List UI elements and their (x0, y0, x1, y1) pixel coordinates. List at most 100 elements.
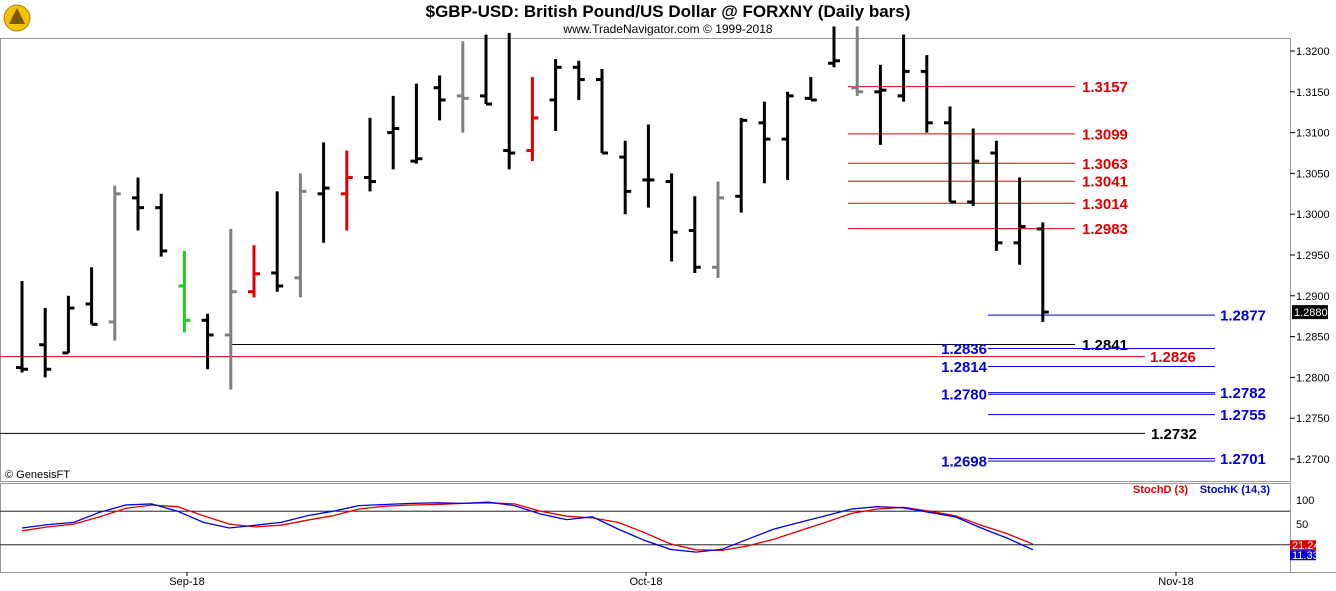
level-label: 1.2755 (1220, 407, 1266, 424)
level-label: 1.3014 (1082, 196, 1129, 213)
level-label: 1.3063 (1082, 156, 1128, 173)
ohlc-bar (317, 142, 330, 243)
ohlc-bar (340, 150, 353, 231)
price-tick-label: 1.2900 (1296, 291, 1330, 303)
last-price-box (1292, 305, 1328, 320)
ohlc-bar (572, 60, 585, 100)
level-label: 1.2814 (941, 359, 988, 376)
ohlc-bar (1036, 222, 1049, 322)
ohlc-bar (248, 245, 260, 298)
level-label: 1.3099 (1082, 126, 1128, 143)
stoch-tick-label: 100 (1296, 495, 1314, 507)
ohlc-bar (990, 140, 1003, 251)
ohlc-bar (155, 193, 168, 257)
price-tick-label: 1.2750 (1296, 413, 1330, 425)
chart-title: $GBP-USD: British Pound/US Dollar @ FORX… (426, 2, 911, 21)
credit-label: © GenesisFT (5, 469, 70, 481)
price-tick-label: 1.2700 (1296, 454, 1330, 466)
ohlc-bar (897, 34, 910, 102)
logo-icon (3, 4, 31, 32)
stoch-d-line (21, 502, 1034, 552)
ohlc-bar (851, 26, 864, 96)
ohlc-bar (549, 59, 562, 131)
date-axis: Sep-18 Oct-18 Nov-18 (169, 572, 1194, 588)
ohlc-bar (62, 295, 75, 355)
level-label: 1.3157 (1082, 79, 1128, 96)
ohlc-bar (920, 55, 933, 133)
last-price-label: 1.2880 (1294, 307, 1328, 319)
ohlc-bar (108, 185, 121, 341)
ohlc-bar (294, 173, 307, 298)
ohlc-bar (39, 308, 52, 378)
price-panel-border (0, 38, 1291, 482)
ohlc-bar (781, 91, 794, 180)
ohlc-bar (503, 33, 516, 170)
ohlc-bar (712, 181, 724, 278)
legend-stoch-k: StochK (14,3) (1200, 484, 1271, 496)
level-label: 1.2841 (1082, 337, 1128, 354)
ohlc-bar (642, 124, 655, 208)
stoch-tick-label: 50 (1296, 519, 1308, 531)
level-label: 1.2732 (1151, 426, 1197, 443)
ohlc-bar (85, 267, 98, 326)
ohlc-bar (224, 228, 237, 390)
stoch-k-value: 11.33 (1292, 550, 1319, 562)
stoch-d-value-box (1290, 540, 1316, 551)
level-label: 1.2826 (1150, 349, 1196, 366)
ohlc-bar (201, 313, 214, 370)
price-tick-label: 1.2800 (1296, 372, 1330, 384)
ohlc-bar (688, 196, 701, 273)
level-label: 1.2983 (1082, 221, 1128, 238)
ohlc-bar (735, 117, 748, 213)
date-tick-label: Sep-18 (169, 576, 204, 588)
date-tick-label: Nov-18 (1158, 576, 1193, 588)
level-label: 1.2780 (941, 387, 987, 404)
ohlc-bar (178, 250, 191, 333)
level-label: 1.2877 (1220, 308, 1266, 325)
stoch-d-value: 21.24 (1292, 540, 1320, 552)
price-tick-label: 1.2950 (1296, 250, 1330, 262)
date-tick-label: Oct-18 (629, 576, 662, 588)
ohlc-bar (665, 173, 678, 262)
price-tick-label: 1.3100 (1296, 128, 1330, 140)
ohlc-bar (1013, 177, 1026, 265)
ohlc-bar (526, 77, 539, 162)
ohlc-bar (944, 106, 956, 204)
ohlc-bar (619, 140, 632, 215)
price-tick-label: 1.3150 (1296, 87, 1330, 99)
ohlc-bar (364, 117, 376, 192)
ohlc-bar (433, 75, 446, 121)
ohlc-bar (271, 191, 284, 292)
level-label: 1.2782 (1220, 385, 1266, 402)
ohlc-bar (132, 177, 144, 231)
ohlc-bar (758, 101, 771, 184)
ohlc-bar (16, 281, 28, 373)
ohlc-bar (456, 41, 469, 133)
ohlc-bar (804, 77, 817, 102)
ohlc-bar (967, 128, 980, 207)
level-label: 1.3041 (1082, 174, 1128, 191)
stoch-k-value-box (1290, 550, 1316, 561)
ohlc-bar (874, 64, 887, 145)
ohlc-bar (596, 68, 608, 155)
level-label: 1.2836 (941, 341, 987, 358)
price-tick-label: 1.2850 (1296, 332, 1330, 344)
ohlc-bar (387, 95, 400, 170)
ohlc-bar (410, 83, 423, 164)
price-tick-label: 1.3050 (1296, 168, 1330, 180)
ohlc-bar (480, 34, 492, 106)
ohlc-bar (828, 26, 840, 68)
price-tick-label: 1.3200 (1296, 46, 1330, 58)
price-tick-label: 1.3000 (1296, 209, 1330, 221)
stoch-k-line (21, 501, 1034, 553)
level-label: 1.2698 (941, 454, 987, 471)
legend-stoch-d: StochD (3) (1133, 484, 1188, 496)
chart-subtitle: www.TradeNavigator.com © 1999-2018 (562, 22, 772, 36)
level-label: 1.2701 (1220, 451, 1266, 468)
price-axis: 1.3200 1.3150 1.3100 1.3050 1.3000 1.2950 1.29… (1290, 46, 1330, 466)
ohlc-bars (16, 26, 1049, 390)
